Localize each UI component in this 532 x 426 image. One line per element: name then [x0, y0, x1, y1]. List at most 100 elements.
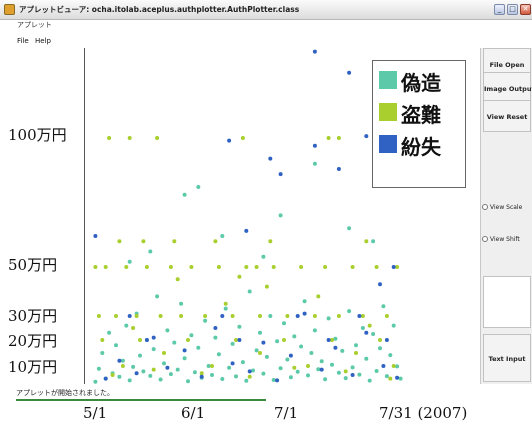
- data-point-theft: [312, 314, 317, 318]
- data-point-forgery: [114, 343, 118, 348]
- status-progress-line: [16, 399, 266, 401]
- menu-help[interactable]: Help: [35, 37, 51, 45]
- data-point-forgery: [251, 368, 256, 373]
- legend-item-theft: 盗難: [379, 97, 463, 127]
- data-point-theft: [234, 338, 238, 342]
- data-point-forgery: [192, 370, 197, 375]
- image-output-button[interactable]: Image Output: [483, 72, 532, 104]
- legend-label: 盗難: [401, 103, 441, 127]
- view-shift-label: View Shift: [490, 236, 520, 243]
- data-point-forgery: [127, 378, 132, 383]
- data-point-forgery: [371, 239, 376, 244]
- data-point-forgery: [364, 356, 369, 361]
- data-point-forgery: [258, 330, 262, 335]
- data-point-forgery: [350, 365, 355, 370]
- data-point-forgery: [196, 185, 201, 189]
- data-point-forgery: [336, 370, 341, 375]
- data-point-forgery: [330, 362, 334, 367]
- data-point-theft: [179, 314, 184, 318]
- data-point-loss: [295, 314, 300, 318]
- data-point-loss: [333, 345, 338, 350]
- legend-swatch: [379, 135, 397, 153]
- data-point-loss: [244, 228, 249, 233]
- data-point-forgery: [172, 340, 177, 345]
- data-point-theft: [268, 239, 273, 244]
- data-point-forgery: [141, 369, 146, 374]
- data-point-loss: [268, 156, 273, 161]
- data-point-loss: [381, 364, 386, 368]
- data-point-theft: [103, 265, 108, 269]
- data-point-forgery: [292, 334, 297, 339]
- view-shift-radio[interactable]: View Shift: [482, 236, 520, 243]
- minimize-button[interactable]: _: [494, 4, 505, 15]
- data-point-forgery: [333, 336, 338, 341]
- data-point-forgery: [213, 335, 218, 340]
- data-point-theft: [264, 284, 269, 289]
- data-point-forgery: [275, 339, 280, 344]
- legend-label: 偽造: [401, 71, 441, 95]
- x-tick-label: 7/1: [274, 404, 299, 422]
- data-point-forgery: [182, 356, 187, 361]
- data-point-loss: [144, 338, 149, 342]
- data-point-theft: [354, 351, 358, 355]
- data-point-loss: [134, 371, 139, 376]
- text-input-button[interactable]: Text Input: [483, 334, 531, 382]
- data-point-forgery: [278, 213, 283, 218]
- x-tick-label: 6/1: [181, 404, 206, 422]
- data-point-theft: [168, 265, 173, 269]
- y-tick-label: 50万円: [8, 256, 58, 274]
- data-point-theft: [107, 136, 112, 140]
- data-point-forgery: [165, 328, 170, 333]
- data-point-loss: [230, 361, 235, 366]
- legend-label: 紛失: [401, 135, 441, 159]
- view-reset-button[interactable]: View Reset: [483, 100, 531, 132]
- maximize-button[interactable]: □: [507, 4, 518, 15]
- data-point-theft: [210, 364, 214, 368]
- menu-file[interactable]: File: [17, 37, 29, 45]
- data-point-theft: [299, 265, 304, 269]
- data-point-forgery: [264, 354, 269, 359]
- data-point-loss: [103, 376, 108, 381]
- data-point-forgery: [340, 348, 345, 353]
- data-point-loss: [220, 314, 225, 318]
- data-point-theft: [343, 369, 348, 374]
- data-point-theft: [189, 265, 194, 269]
- applet-menu-label[interactable]: アプレット: [17, 21, 52, 29]
- data-point-theft: [244, 265, 249, 269]
- data-point-forgery: [210, 373, 214, 377]
- data-point-theft: [127, 136, 132, 140]
- data-point-theft: [144, 265, 149, 269]
- data-point-theft: [138, 338, 142, 342]
- scatter-plot: [93, 49, 403, 384]
- data-point-loss: [247, 369, 252, 374]
- data-point-forgery: [271, 378, 276, 382]
- data-point-forgery: [323, 377, 328, 382]
- data-point-theft: [117, 239, 122, 244]
- data-point-forgery: [216, 352, 221, 357]
- data-point-theft: [388, 376, 393, 381]
- view-scale-radio[interactable]: View Scale: [482, 204, 522, 211]
- data-point-loss: [261, 340, 266, 345]
- data-point-loss: [326, 338, 331, 342]
- data-point-forgery: [374, 369, 379, 373]
- data-point-forgery: [367, 378, 372, 383]
- data-point-forgery: [381, 304, 386, 309]
- data-point-forgery: [316, 367, 321, 372]
- data-point-loss: [347, 70, 352, 75]
- data-point-forgery: [138, 353, 142, 358]
- data-point-forgery: [203, 318, 208, 323]
- data-point-forgery: [162, 361, 166, 366]
- data-point-theft: [374, 265, 379, 269]
- data-point-theft: [384, 314, 389, 318]
- close-button[interactable]: ✕: [520, 4, 531, 15]
- data-point-theft: [96, 314, 101, 318]
- data-point-loss: [288, 353, 293, 358]
- data-point-theft: [213, 239, 218, 244]
- data-point-loss: [336, 167, 341, 171]
- data-point-loss: [391, 265, 396, 269]
- y-tick-label: 10万円: [8, 358, 58, 376]
- text-area[interactable]: [483, 276, 531, 328]
- data-point-theft: [175, 277, 180, 282]
- control-panel: File Open Image Output View Reset View S…: [480, 48, 532, 384]
- data-point-theft: [199, 371, 204, 376]
